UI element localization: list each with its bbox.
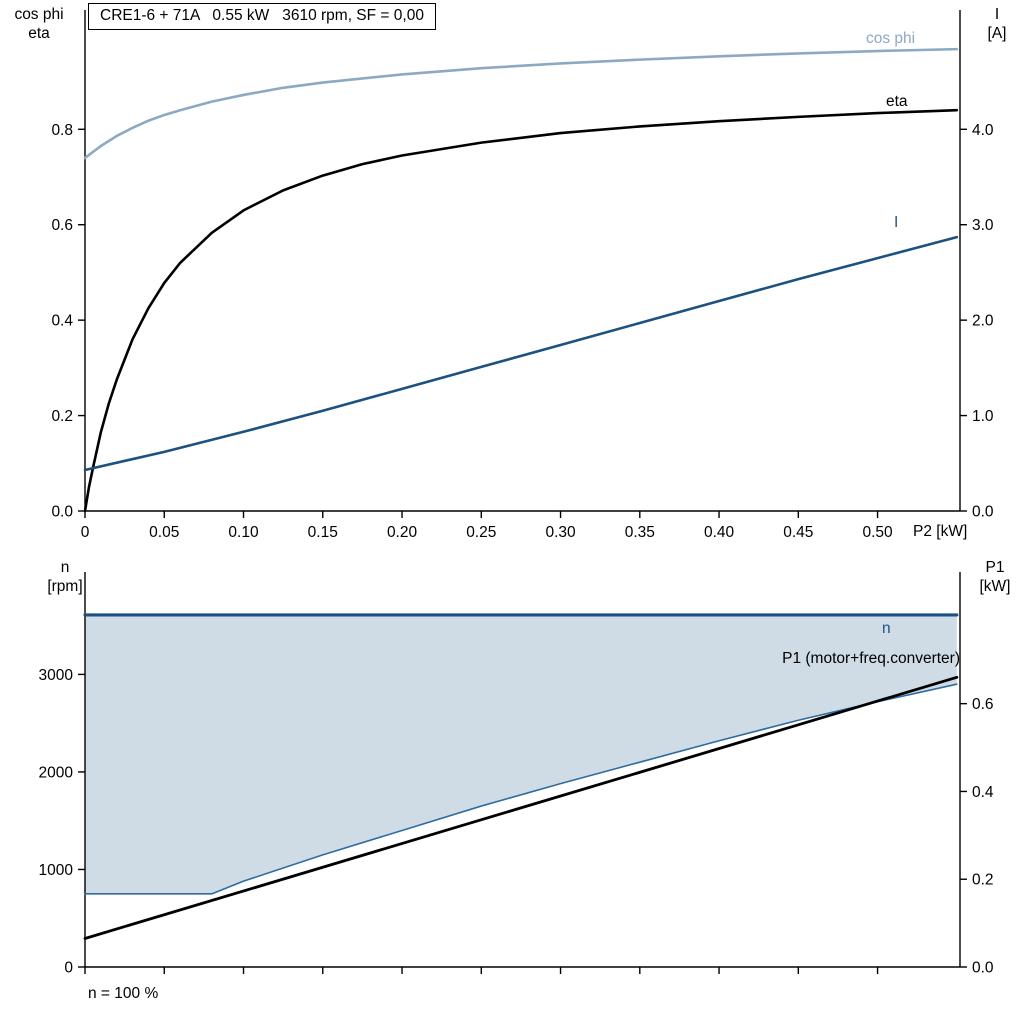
tick-label: 2.0 <box>972 313 994 330</box>
tick-label: 0.0 <box>51 504 73 521</box>
series-label-eta: eta <box>886 93 908 110</box>
series-cos-phi <box>83 47 959 160</box>
series-eta <box>83 108 959 513</box>
chart-title-box: CRE1-6 + 71A 0.55 kW 3610 rpm, SF = 0,00 <box>88 3 436 30</box>
tick-label: 1000 <box>39 862 74 879</box>
bottom-right-axis-title: P1 [kW] <box>966 558 1024 596</box>
right-axis-title-line2: [A] <box>987 25 1007 42</box>
series-i <box>83 235 959 472</box>
tick-label: 0.30 <box>545 524 576 541</box>
p1-axis-title-line1: P1 <box>985 559 1005 576</box>
tick-label: 0.40 <box>704 524 735 541</box>
tick-label: 4.0 <box>972 122 994 139</box>
tick-label: 0.8 <box>51 122 73 139</box>
tick-label: 0.2 <box>51 408 73 425</box>
speed-annotation: n = 100 % <box>88 985 159 1002</box>
right-axis-title-line1: I <box>994 6 1000 23</box>
tick-label: 0.6 <box>972 696 994 713</box>
tick-label: 0.2 <box>972 872 994 889</box>
top-chart: 0 0.05 0.10 0.15 0.20 0.25 0.30 0.35 0.40 0.45 0.5… <box>51 10 994 541</box>
tick-label: 0.0 <box>972 504 994 521</box>
p1-axis-title-line2: [kW] <box>979 578 1011 595</box>
tick-label: 0.4 <box>51 313 73 330</box>
series-label-p1: P1 (motor+freq.converter) <box>782 650 960 667</box>
left-axis-title-line2: eta <box>28 25 50 42</box>
tick-label: 1.0 <box>972 408 994 425</box>
tick-label: 0.10 <box>228 524 259 541</box>
tick-label: 0.6 <box>51 217 73 234</box>
tick-label: 0.05 <box>149 524 179 541</box>
tick-label: 0.15 <box>308 524 338 541</box>
tick-label: 0.25 <box>466 524 496 541</box>
left-axis-title-line1: cos phi <box>14 6 64 23</box>
series-label-cos-phi: cos phi <box>866 30 916 47</box>
bottom-chart: 0 1000 2000 3000 0.0 0.2 0.4 0.6 <box>39 572 994 977</box>
speed-axis-title-line1: n <box>60 559 70 576</box>
x-axis-label: P2 [kW] <box>913 523 968 540</box>
tick-label: 3.0 <box>972 217 994 234</box>
operating-range-band <box>85 614 957 894</box>
series-speed-range-lower-limit <box>84 683 958 895</box>
speed-axis-title-line2: [rpm] <box>47 578 83 595</box>
tick-label: 0.45 <box>783 524 813 541</box>
tick-label: 0.0 <box>972 960 994 977</box>
tick-label: 0 <box>64 960 73 977</box>
tick-label: 0 <box>81 524 90 541</box>
series-p1-motor-freq-converter <box>83 675 959 940</box>
series-label-current: I <box>894 214 899 231</box>
top-right-axis-title: I [A] <box>972 5 1022 43</box>
series-label-speed: n <box>882 620 891 637</box>
top-left-axis-title: cos phi eta <box>2 5 76 43</box>
tick-label: 3000 <box>39 667 74 684</box>
tick-label: 0.4 <box>972 784 994 801</box>
bottom-left-axis-title: n [rpm] <box>28 558 102 596</box>
tick-label: 0.20 <box>387 524 418 541</box>
tick-label: 2000 <box>39 764 74 781</box>
tick-label: 0.50 <box>862 524 893 541</box>
tick-label: 0.35 <box>625 524 655 541</box>
